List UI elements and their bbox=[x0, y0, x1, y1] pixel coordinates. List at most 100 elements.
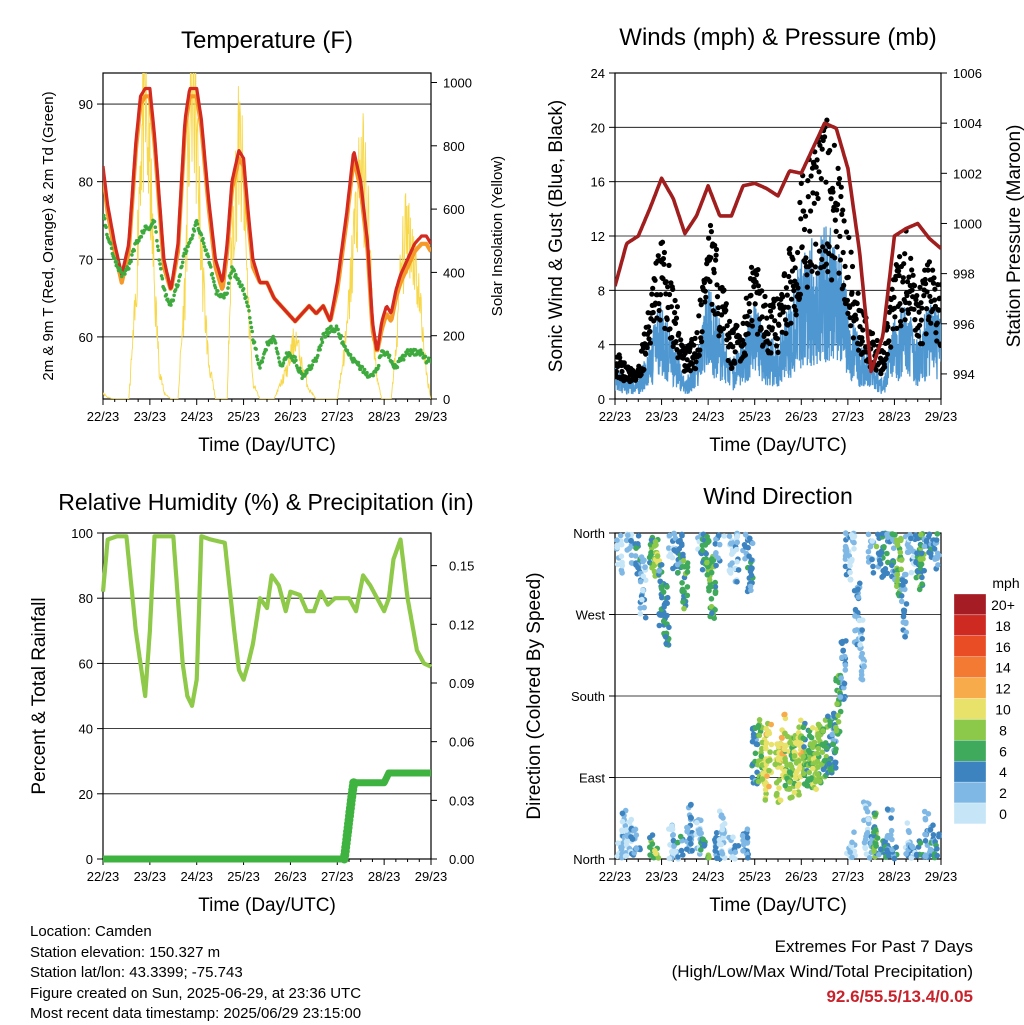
y2-tick-label: 0.06 bbox=[449, 735, 474, 750]
dewpoint-point bbox=[123, 272, 127, 276]
y2-tick-label: 0.12 bbox=[449, 617, 474, 632]
direction-point bbox=[704, 559, 710, 566]
dewpoint-point bbox=[314, 359, 319, 363]
gust-point bbox=[714, 294, 721, 300]
direction-point bbox=[664, 594, 671, 601]
y2-tick-label: 0.00 bbox=[449, 852, 474, 867]
direction-point bbox=[684, 569, 691, 575]
colorbar-label: 8 bbox=[999, 722, 1007, 738]
direction-point bbox=[740, 837, 746, 844]
gust-point bbox=[797, 199, 803, 206]
gust-point bbox=[909, 267, 915, 273]
direction-point bbox=[885, 531, 892, 537]
direction-point bbox=[898, 598, 905, 605]
humidity-plot bbox=[100, 534, 434, 864]
direction-point bbox=[876, 852, 882, 858]
dewpoint-point bbox=[339, 334, 344, 338]
direction-point bbox=[716, 541, 723, 548]
direction-point bbox=[843, 545, 850, 552]
gust-point bbox=[799, 244, 805, 250]
gust-point bbox=[931, 275, 937, 281]
y2-tick-label: 0.09 bbox=[449, 676, 474, 691]
gust-point bbox=[727, 318, 733, 324]
gust-point bbox=[889, 286, 895, 292]
dewpoint-point bbox=[171, 298, 176, 303]
y-axis-label: Sonic Wind & Gust (Blue, Black) bbox=[546, 100, 567, 372]
direction-point bbox=[934, 852, 940, 859]
direction-point bbox=[679, 542, 685, 549]
direction-point bbox=[727, 567, 734, 573]
direction-point bbox=[787, 779, 793, 785]
direction-point bbox=[651, 543, 658, 549]
info-location: Location: Camden bbox=[30, 923, 152, 940]
direction-point bbox=[821, 757, 828, 764]
gust-point bbox=[699, 329, 705, 335]
y-axis-label: Direction (Colored By Speed) bbox=[524, 572, 545, 819]
y2-tick-label: 800 bbox=[443, 139, 465, 154]
direction-point bbox=[923, 537, 930, 544]
dewpoint-point bbox=[423, 354, 428, 359]
gust-point bbox=[672, 310, 678, 316]
dewpoint-point bbox=[348, 353, 353, 357]
gust-point bbox=[847, 304, 853, 310]
gust-point bbox=[716, 333, 722, 339]
gust-point bbox=[841, 282, 847, 288]
direction-point bbox=[614, 561, 621, 568]
direction-point bbox=[796, 792, 802, 798]
gust-point bbox=[835, 165, 841, 171]
temperature-panel: 22/23 23/23 24/23 25/23 26/23 27/23 28/23 29/23… bbox=[40, 27, 506, 456]
direction-point bbox=[849, 556, 855, 563]
gust-point bbox=[900, 275, 906, 281]
dewpoint-point bbox=[298, 366, 302, 371]
gust-point bbox=[798, 180, 804, 186]
gust-point bbox=[782, 317, 789, 323]
gust-point bbox=[776, 322, 782, 328]
colorbar-label: 2 bbox=[999, 785, 1007, 801]
gust-point bbox=[834, 207, 840, 213]
direction-point bbox=[729, 560, 735, 566]
gust-point bbox=[807, 228, 813, 234]
dewpoint-point bbox=[247, 309, 251, 313]
gust-point bbox=[827, 147, 833, 154]
gust-point bbox=[746, 301, 752, 307]
humidity-series bbox=[100, 534, 433, 708]
direction-point bbox=[838, 675, 844, 681]
gust-point bbox=[927, 293, 933, 299]
direction-point bbox=[677, 833, 684, 840]
dewpoint-point bbox=[318, 347, 322, 352]
gust-point bbox=[708, 229, 715, 235]
x-tick-label: 27/23 bbox=[832, 869, 865, 884]
direction-point bbox=[713, 536, 719, 542]
y-tick-label: 80 bbox=[79, 591, 93, 606]
gust-point bbox=[849, 290, 855, 296]
dewpoint-point bbox=[109, 246, 114, 251]
direction-point bbox=[889, 807, 895, 813]
direction-point bbox=[619, 570, 625, 576]
direction-point bbox=[921, 543, 928, 550]
x-tick-label: 29/23 bbox=[415, 409, 448, 424]
dewpoint-point bbox=[211, 276, 215, 281]
direction-point bbox=[922, 831, 929, 838]
gust-point bbox=[933, 330, 939, 336]
extremes-values: 92.6/55.5/13.4/0.05 bbox=[826, 987, 973, 1006]
direction-point bbox=[934, 531, 941, 537]
direction-point bbox=[813, 786, 819, 792]
gust-point bbox=[734, 323, 740, 329]
gust-point bbox=[918, 317, 925, 323]
y2-tick-label: 1004 bbox=[953, 116, 982, 131]
direction-point bbox=[670, 565, 676, 572]
direction-point bbox=[726, 834, 732, 841]
direction-point bbox=[719, 826, 726, 833]
gust-point bbox=[923, 331, 929, 337]
dewpoint-point bbox=[228, 276, 233, 280]
gust-point bbox=[687, 345, 693, 351]
direction-point bbox=[712, 589, 719, 595]
gust-point bbox=[768, 314, 775, 320]
direction-point bbox=[809, 725, 816, 731]
extremes-box: Extremes For Past 7 Days (High/Low/Max W… bbox=[672, 934, 973, 1009]
direction-point bbox=[664, 600, 670, 607]
gust-point bbox=[723, 301, 729, 307]
direction-point bbox=[642, 614, 649, 621]
gust-point bbox=[845, 310, 851, 316]
gust-point bbox=[768, 350, 774, 356]
